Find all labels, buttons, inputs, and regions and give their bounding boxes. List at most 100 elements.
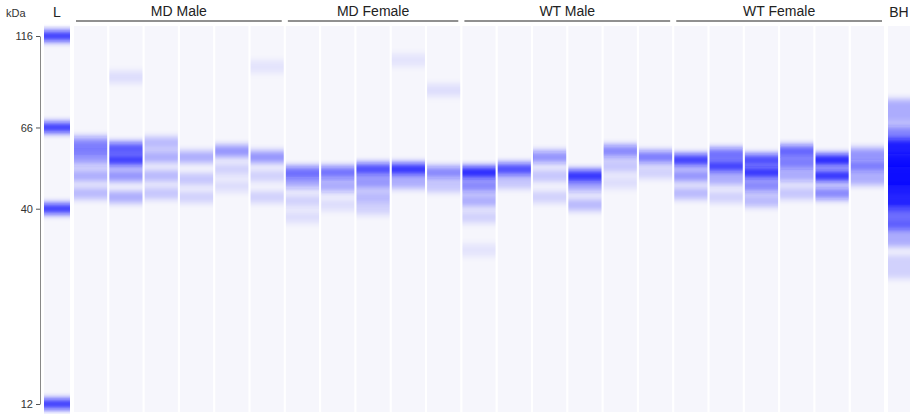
lane bbox=[604, 26, 637, 412]
lane bbox=[286, 26, 319, 412]
band bbox=[604, 160, 637, 172]
band bbox=[888, 99, 910, 123]
band bbox=[215, 145, 248, 157]
lane bbox=[815, 26, 848, 412]
labels: kDaLBHMD MaleMD FemaleWT MaleWT Female bbox=[6, 3, 909, 21]
band bbox=[851, 173, 884, 185]
band bbox=[462, 195, 495, 207]
band bbox=[427, 167, 460, 179]
tick-label: 66 bbox=[21, 121, 33, 133]
lane bbox=[392, 26, 425, 412]
band bbox=[533, 151, 566, 163]
band bbox=[888, 255, 910, 279]
band bbox=[321, 180, 354, 192]
axis-line bbox=[40, 37, 41, 405]
band bbox=[109, 142, 142, 154]
band bbox=[568, 199, 601, 211]
band bbox=[321, 199, 354, 211]
band bbox=[251, 61, 284, 73]
band bbox=[321, 167, 354, 179]
axis-title: kDa bbox=[6, 7, 26, 19]
band bbox=[44, 31, 70, 41]
tick: 116 bbox=[15, 30, 40, 42]
group-line bbox=[676, 20, 882, 21]
lane-label: L bbox=[53, 4, 61, 20]
band bbox=[498, 163, 531, 175]
band bbox=[109, 191, 142, 203]
tick-mark bbox=[36, 127, 40, 128]
band bbox=[215, 163, 248, 175]
band bbox=[745, 167, 778, 179]
tick: 12 bbox=[21, 398, 40, 410]
bands bbox=[44, 31, 910, 409]
blot-chart: 124066116kDaLBHMD MaleMD FemaleWT MaleWT… bbox=[0, 0, 915, 417]
band bbox=[815, 170, 848, 182]
band bbox=[251, 191, 284, 203]
band bbox=[604, 145, 637, 157]
lane bbox=[780, 26, 813, 412]
band bbox=[710, 191, 743, 203]
band bbox=[780, 157, 813, 169]
band bbox=[710, 173, 743, 185]
band bbox=[604, 177, 637, 189]
band bbox=[145, 187, 178, 199]
lane bbox=[568, 26, 601, 412]
lane bbox=[74, 26, 107, 412]
band bbox=[639, 151, 672, 163]
tick: 40 bbox=[21, 203, 40, 215]
group-label: WT Female bbox=[743, 3, 815, 19]
band bbox=[74, 170, 107, 182]
band bbox=[44, 399, 70, 409]
band bbox=[710, 160, 743, 172]
band bbox=[674, 187, 707, 199]
band bbox=[392, 54, 425, 66]
band bbox=[180, 191, 213, 203]
band bbox=[251, 151, 284, 163]
band bbox=[533, 191, 566, 203]
tick-mark bbox=[36, 404, 40, 405]
group-line bbox=[288, 20, 458, 21]
band bbox=[356, 163, 389, 175]
tick-mark bbox=[36, 36, 40, 37]
lane bbox=[710, 26, 743, 412]
band bbox=[888, 223, 910, 247]
lane-backgrounds bbox=[44, 26, 910, 412]
band bbox=[745, 195, 778, 207]
band bbox=[462, 244, 495, 256]
band bbox=[462, 211, 495, 223]
band bbox=[286, 211, 319, 223]
group-line bbox=[464, 20, 670, 21]
band bbox=[109, 71, 142, 83]
tick: 66 bbox=[21, 121, 40, 133]
group-label: WT Male bbox=[539, 3, 595, 19]
band bbox=[639, 167, 672, 179]
band bbox=[780, 170, 813, 182]
lane bbox=[745, 26, 778, 412]
lane bbox=[180, 26, 213, 412]
lane-label: BH bbox=[889, 4, 908, 20]
band bbox=[533, 170, 566, 182]
lane bbox=[356, 26, 389, 412]
lane bbox=[145, 26, 178, 412]
band bbox=[462, 180, 495, 192]
band bbox=[109, 170, 142, 182]
lane bbox=[215, 26, 248, 412]
tick-mark bbox=[36, 209, 40, 210]
band bbox=[180, 151, 213, 163]
lane bbox=[639, 26, 672, 412]
y-axis: 12 40 66 116 bbox=[15, 30, 40, 410]
band bbox=[180, 173, 213, 185]
band bbox=[745, 180, 778, 192]
band bbox=[356, 203, 389, 215]
band bbox=[44, 122, 70, 132]
tick-label: 12 bbox=[21, 398, 33, 410]
band bbox=[498, 177, 531, 189]
band bbox=[392, 177, 425, 189]
lane bbox=[498, 26, 531, 412]
band bbox=[356, 191, 389, 203]
band bbox=[251, 170, 284, 182]
band bbox=[851, 148, 884, 160]
group-label: MD Male bbox=[151, 3, 207, 19]
band bbox=[815, 154, 848, 166]
lane bbox=[109, 26, 142, 412]
